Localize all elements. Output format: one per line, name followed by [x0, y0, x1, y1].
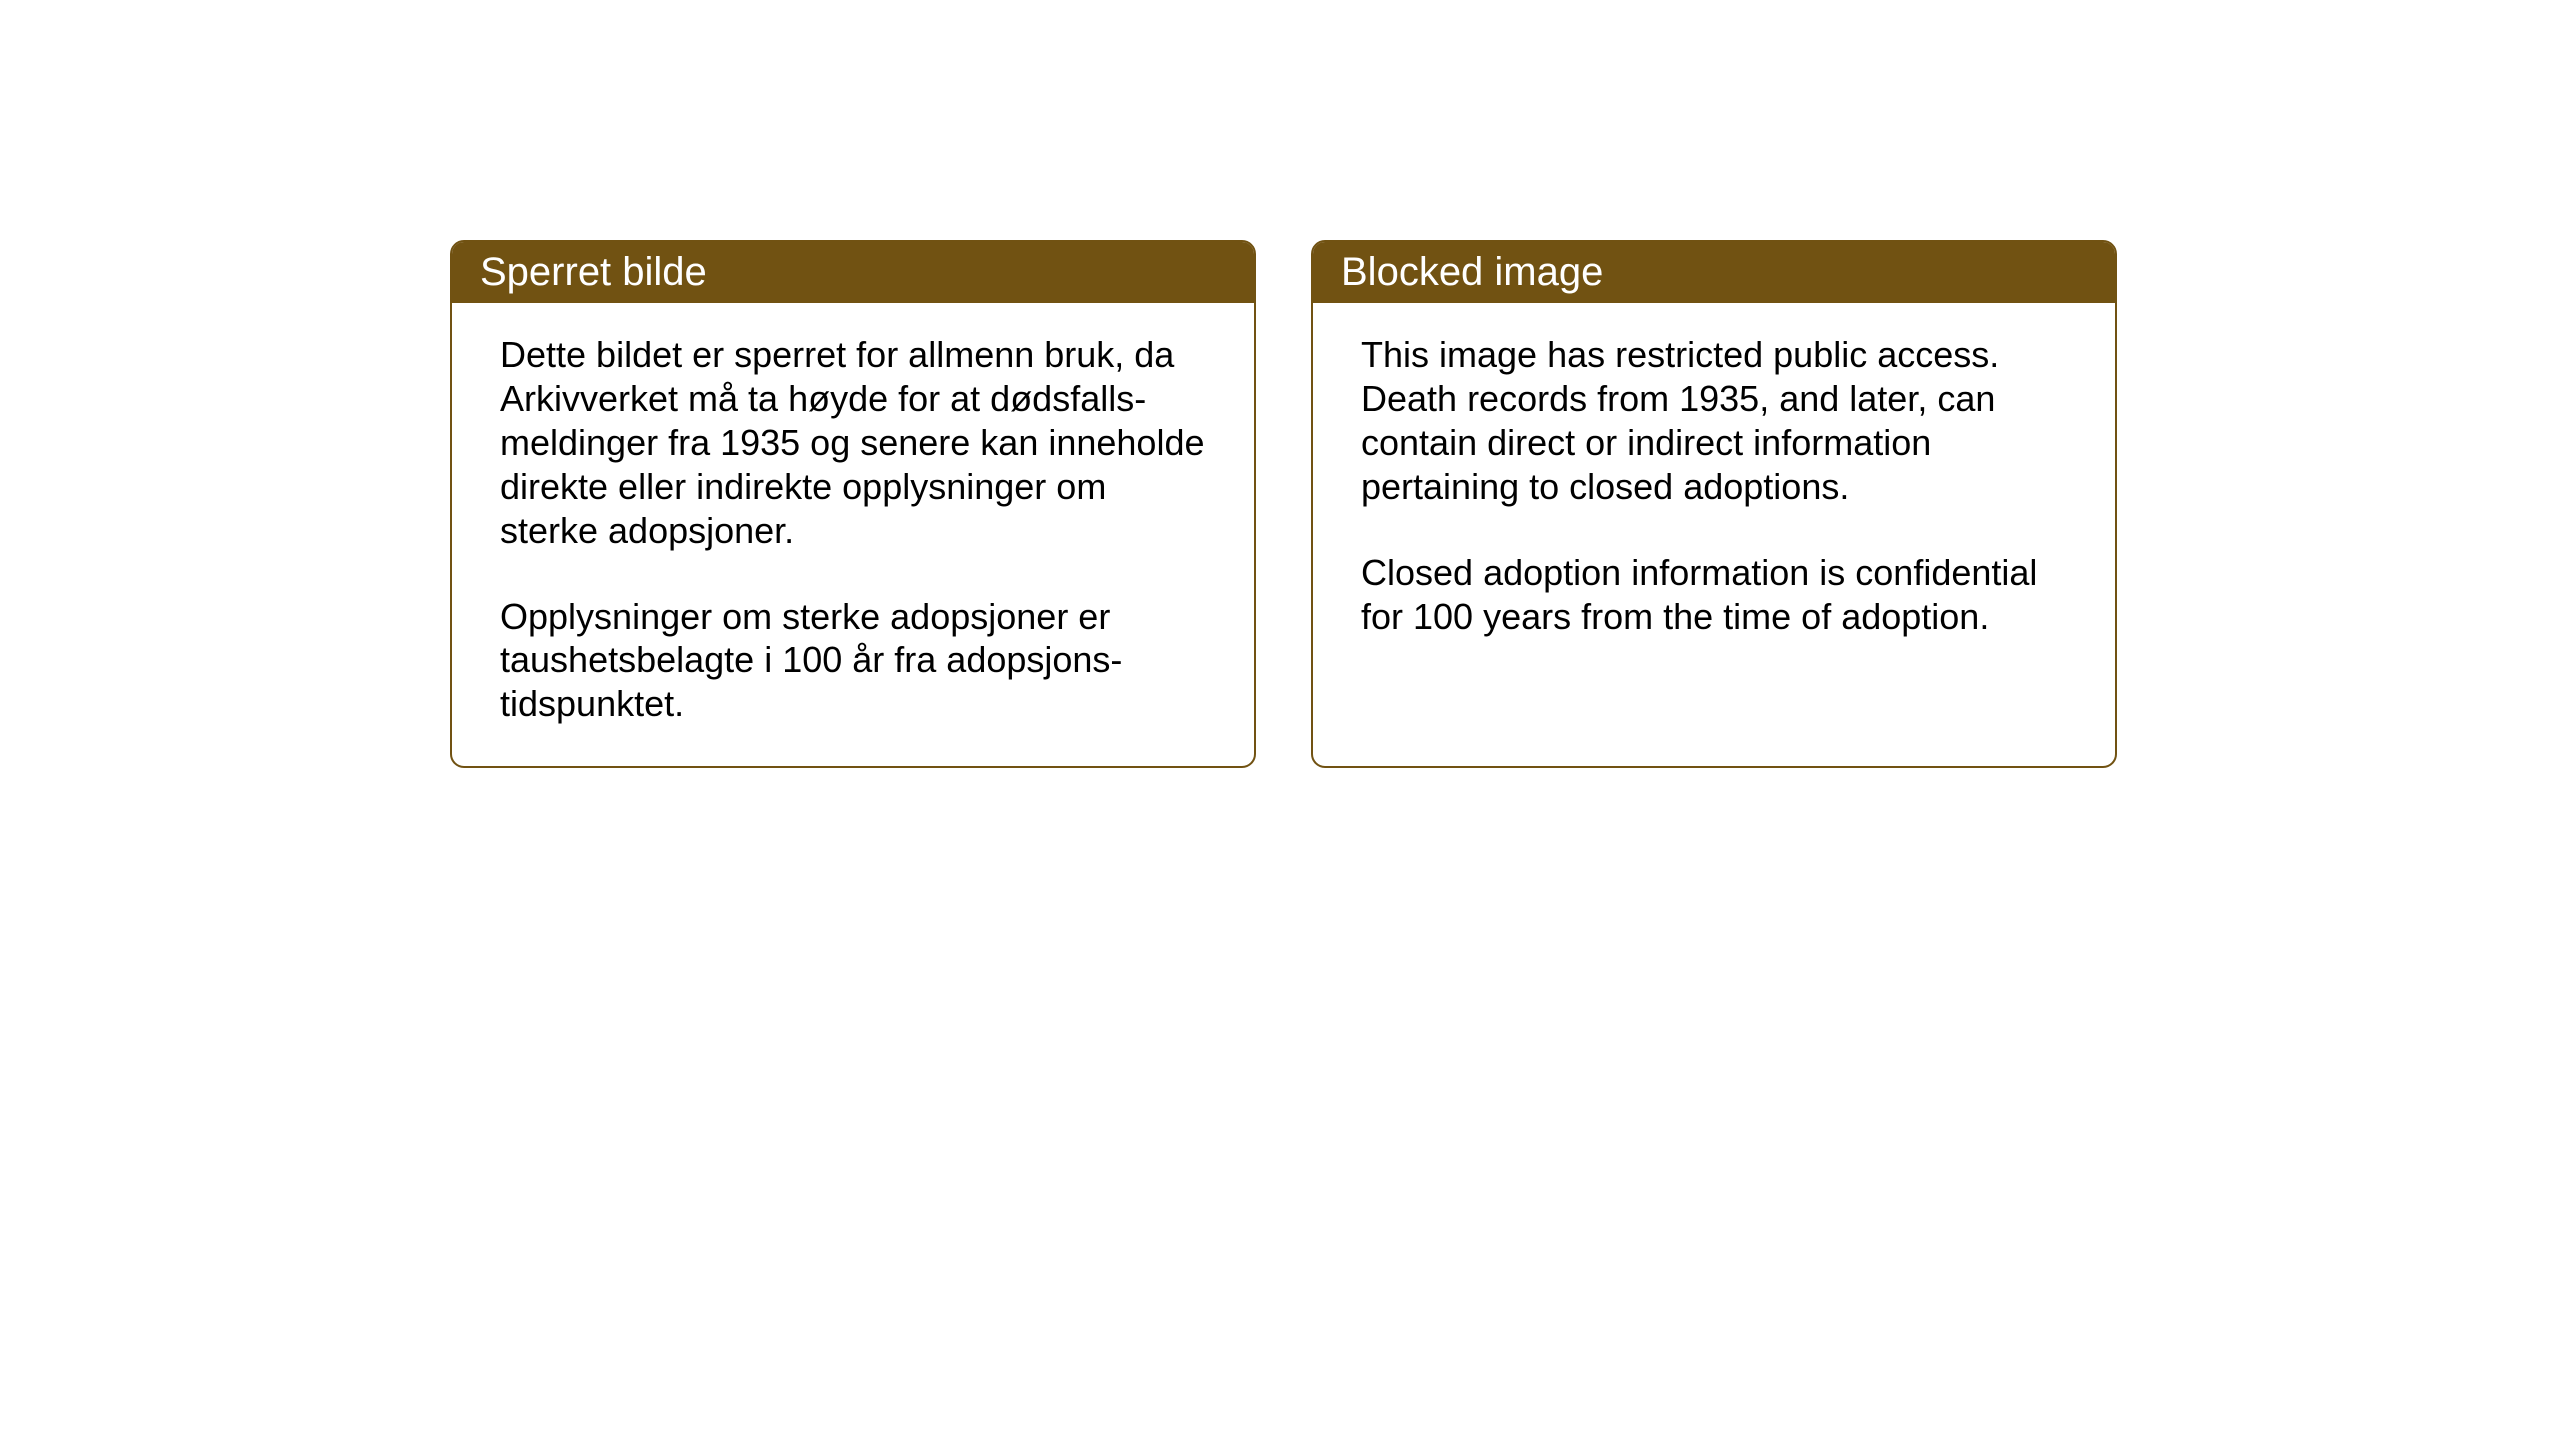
notice-box-norwegian: Sperret bilde Dette bildet er sperret fo…	[450, 240, 1256, 768]
notice-header-norwegian: Sperret bilde	[452, 242, 1254, 303]
notice-paragraph-1-english: This image has restricted public access.…	[1361, 333, 2067, 509]
notice-paragraph-1-norwegian: Dette bildet er sperret for allmenn bruk…	[500, 333, 1206, 553]
notice-container: Sperret bilde Dette bildet er sperret fo…	[450, 240, 2117, 768]
notice-header-english: Blocked image	[1313, 242, 2115, 303]
notice-paragraph-2-norwegian: Opplysninger om sterke adopsjoner er tau…	[500, 595, 1206, 727]
notice-body-norwegian: Dette bildet er sperret for allmenn bruk…	[452, 303, 1254, 766]
notice-paragraph-2-english: Closed adoption information is confident…	[1361, 551, 2067, 639]
notice-body-english: This image has restricted public access.…	[1313, 303, 2115, 713]
notice-box-english: Blocked image This image has restricted …	[1311, 240, 2117, 768]
